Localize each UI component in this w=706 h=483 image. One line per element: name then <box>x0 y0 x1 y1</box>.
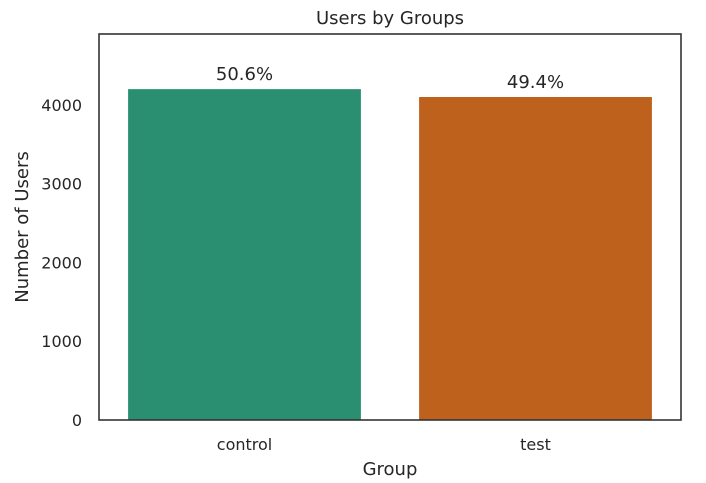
plot-frame <box>98 33 682 421</box>
y-tick-3000: 3000 <box>41 175 82 194</box>
x-tick-labels: control test <box>217 435 551 454</box>
x-tick-test: test <box>520 435 551 454</box>
chart-title: Users by Groups <box>316 8 464 29</box>
y-tick-0: 0 <box>72 411 82 430</box>
y-tick-4000: 4000 <box>41 96 82 115</box>
x-tick-control: control <box>217 435 272 454</box>
y-axis-label: Number of Users <box>12 151 33 303</box>
bar-control <box>128 89 361 421</box>
bars-group <box>128 89 652 421</box>
y-tick-2000: 2000 <box>41 253 82 272</box>
bar-test <box>419 97 652 420</box>
x-axis-label: Group <box>363 459 418 480</box>
data-label-control: 50.6% <box>216 64 273 85</box>
y-tick-1000: 1000 <box>41 332 82 351</box>
y-tick-labels: 0 1000 2000 3000 4000 <box>41 96 82 430</box>
data-label-test: 49.4% <box>507 72 564 93</box>
data-labels-group: 50.6% 49.4% <box>216 64 564 93</box>
